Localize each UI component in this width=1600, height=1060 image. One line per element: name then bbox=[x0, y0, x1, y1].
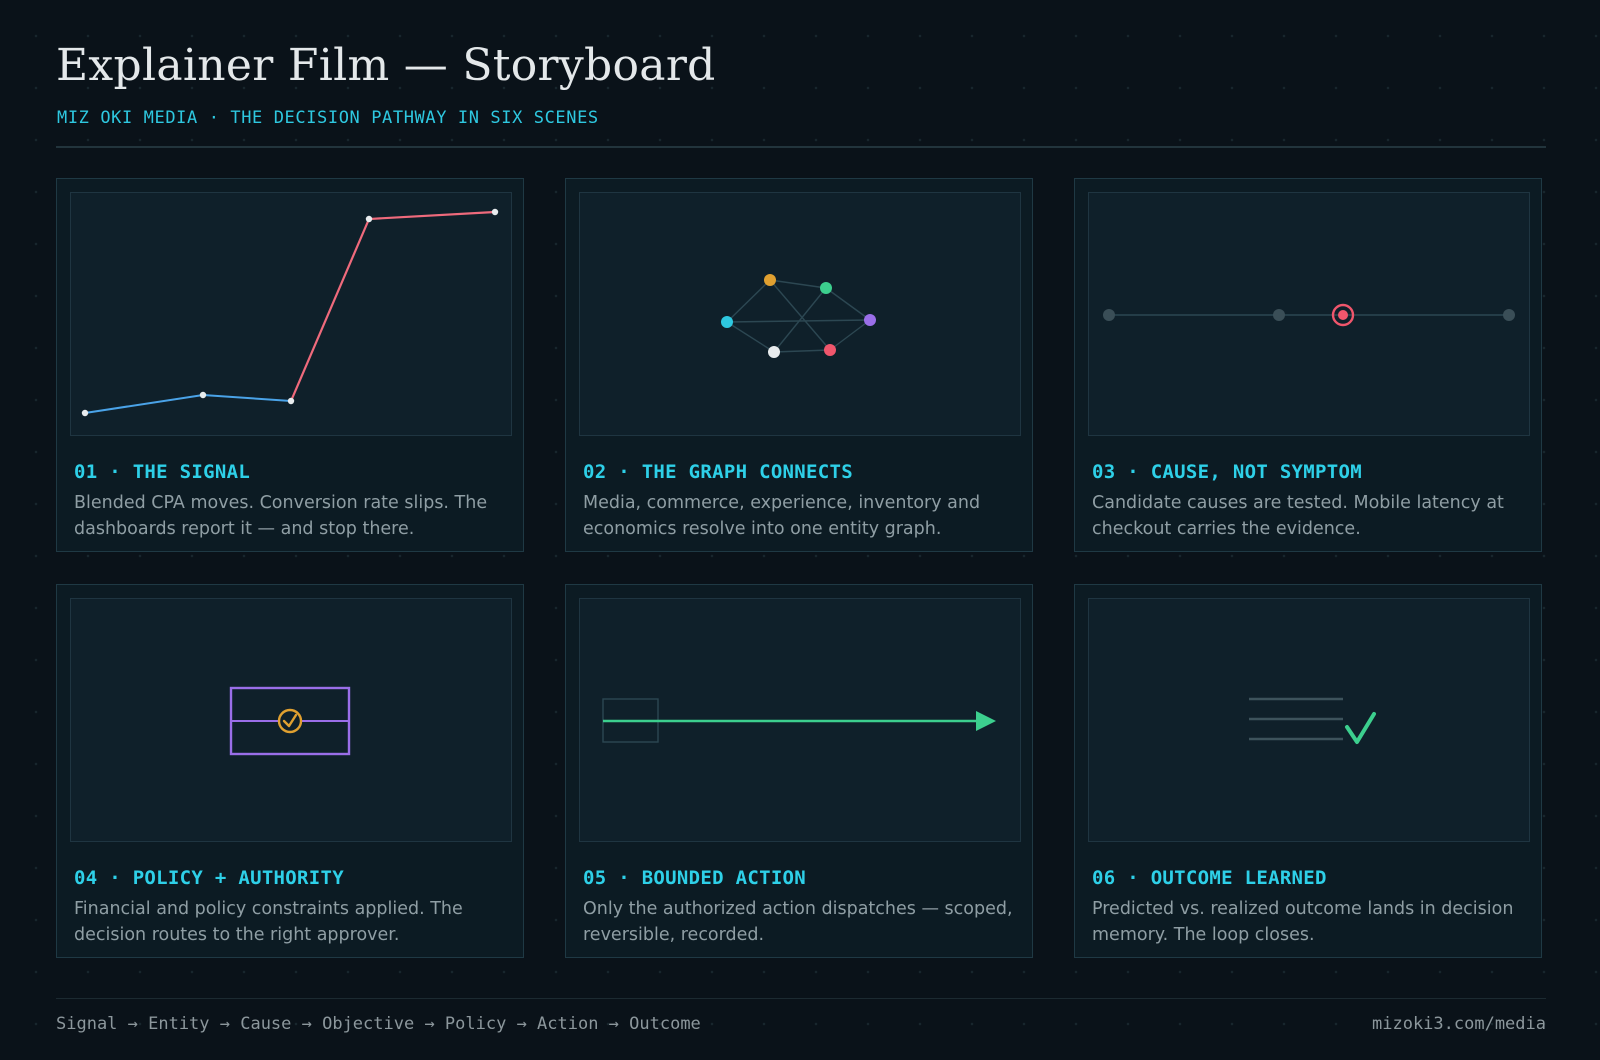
scene-visual-signal bbox=[70, 192, 512, 436]
footer-url: mizoki3.com/media bbox=[1372, 1014, 1546, 1034]
scene-title: 05 · BOUNDED ACTION bbox=[583, 867, 807, 889]
cause-timeline-icon bbox=[1103, 303, 1515, 327]
scene-visual-policy bbox=[70, 598, 512, 842]
scene-description: Financial and policy constraints applied… bbox=[74, 899, 463, 945]
scene-visual-graph bbox=[579, 192, 1021, 436]
scene-title: 04 · POLICY + AUTHORITY bbox=[74, 867, 344, 889]
policy-gate-icon bbox=[229, 686, 351, 756]
checklist-icon bbox=[1249, 697, 1376, 744]
scene-description: Candidate causes are tested. Mobile late… bbox=[1092, 493, 1504, 539]
scene-title: 01 · THE SIGNAL bbox=[74, 461, 251, 483]
scene-visual-action bbox=[579, 598, 1021, 842]
scene-description: Media, commerce, experience, inventory a… bbox=[583, 493, 981, 539]
header-divider bbox=[56, 146, 1546, 148]
scene-description: Predicted vs. realized outcome lands in … bbox=[1092, 899, 1514, 945]
scene-visual-cause bbox=[1088, 192, 1530, 436]
scene-card-action: 05 · BOUNDED ACTION Only the authorized … bbox=[565, 584, 1033, 958]
scene-card-policy: 04 · POLICY + AUTHORITY Financial and po… bbox=[56, 584, 524, 958]
pathway-summary: Signal → Entity → Cause → Objective → Po… bbox=[56, 1014, 701, 1034]
scene-visual-outcome bbox=[1088, 598, 1530, 842]
footer-divider bbox=[56, 998, 1546, 999]
scene-card-signal: 01 · THE SIGNAL Blended CPA moves. Conve… bbox=[56, 178, 524, 552]
scene-title: 02 · THE GRAPH CONNECTS bbox=[583, 461, 853, 483]
page-subtitle: MIZ OKI MEDIA · THE DECISION PATHWAY IN … bbox=[57, 108, 599, 128]
scene-title: 06 · OUTCOME LEARNED bbox=[1092, 867, 1327, 889]
scene-description: Blended CPA moves. Conversion rate slips… bbox=[74, 493, 488, 539]
scene-card-graph: 02 · THE GRAPH CONNECTS Media, commerce,… bbox=[565, 178, 1033, 552]
scene-card-outcome: 06 · OUTCOME LEARNED Predicted vs. reali… bbox=[1074, 584, 1542, 958]
line-chart-icon bbox=[81, 208, 499, 417]
scene-description: Only the authorized action dispatches — … bbox=[583, 899, 1013, 945]
entity-graph-icon bbox=[721, 274, 876, 358]
scene-title: 03 · CAUSE, NOT SYMPTOM bbox=[1092, 461, 1362, 483]
action-arrow-icon bbox=[602, 698, 996, 743]
scene-card-cause: 03 · CAUSE, NOT SYMPTOM Candidate causes… bbox=[1074, 178, 1542, 552]
page-title: Explainer Film — Storyboard bbox=[56, 40, 716, 91]
